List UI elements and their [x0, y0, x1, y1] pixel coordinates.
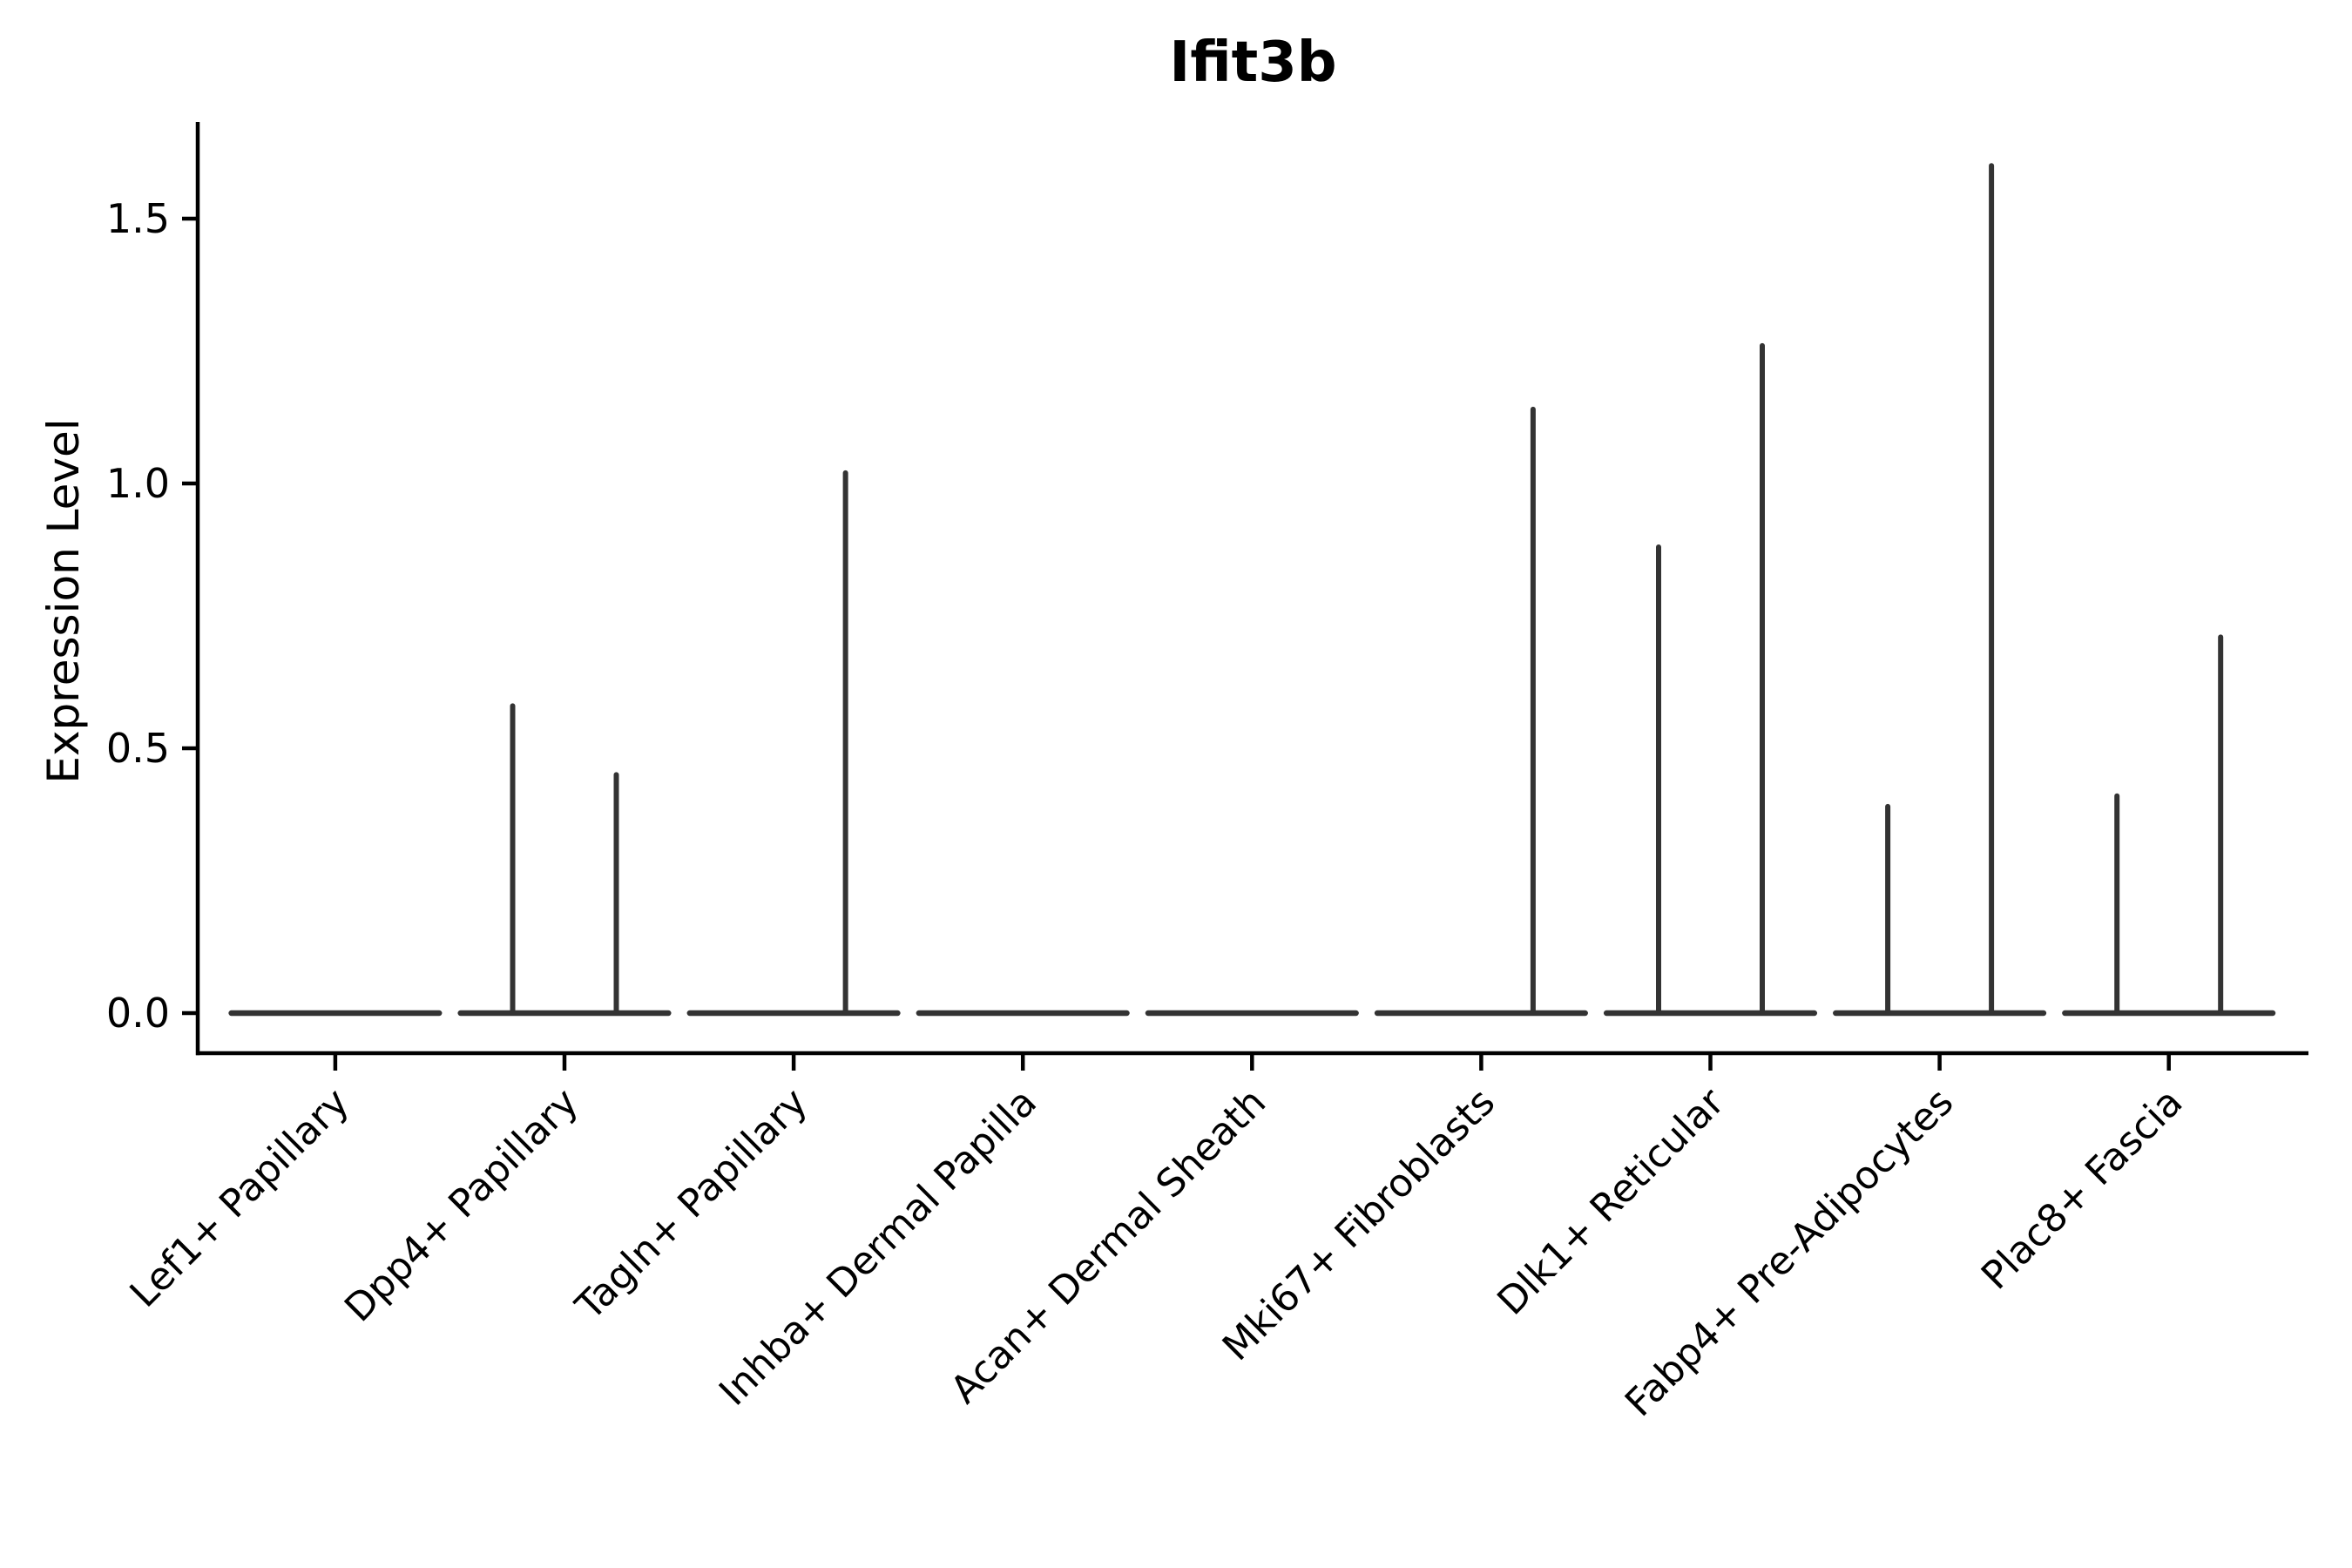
x-tick-label: Tagln+ Papillary: [567, 1080, 816, 1329]
y-tick-label: 1.5: [106, 195, 170, 242]
x-tick-label: Dpp4+ Papillary: [336, 1080, 587, 1331]
y-tick-label: 0.0: [106, 990, 170, 1037]
y-tick-label: 0.5: [106, 725, 170, 772]
x-tick-label: Lef1+ Papillary: [122, 1080, 358, 1316]
y-axis-title: Expression Level: [38, 418, 89, 784]
x-tick-label: Plac8+ Fascia: [1973, 1080, 2192, 1299]
chart-title: Ifit3b: [1169, 30, 1337, 95]
y-tick-label: 1.0: [106, 460, 170, 507]
x-tick-label: Dlk1+ Reticular: [1489, 1079, 1734, 1324]
